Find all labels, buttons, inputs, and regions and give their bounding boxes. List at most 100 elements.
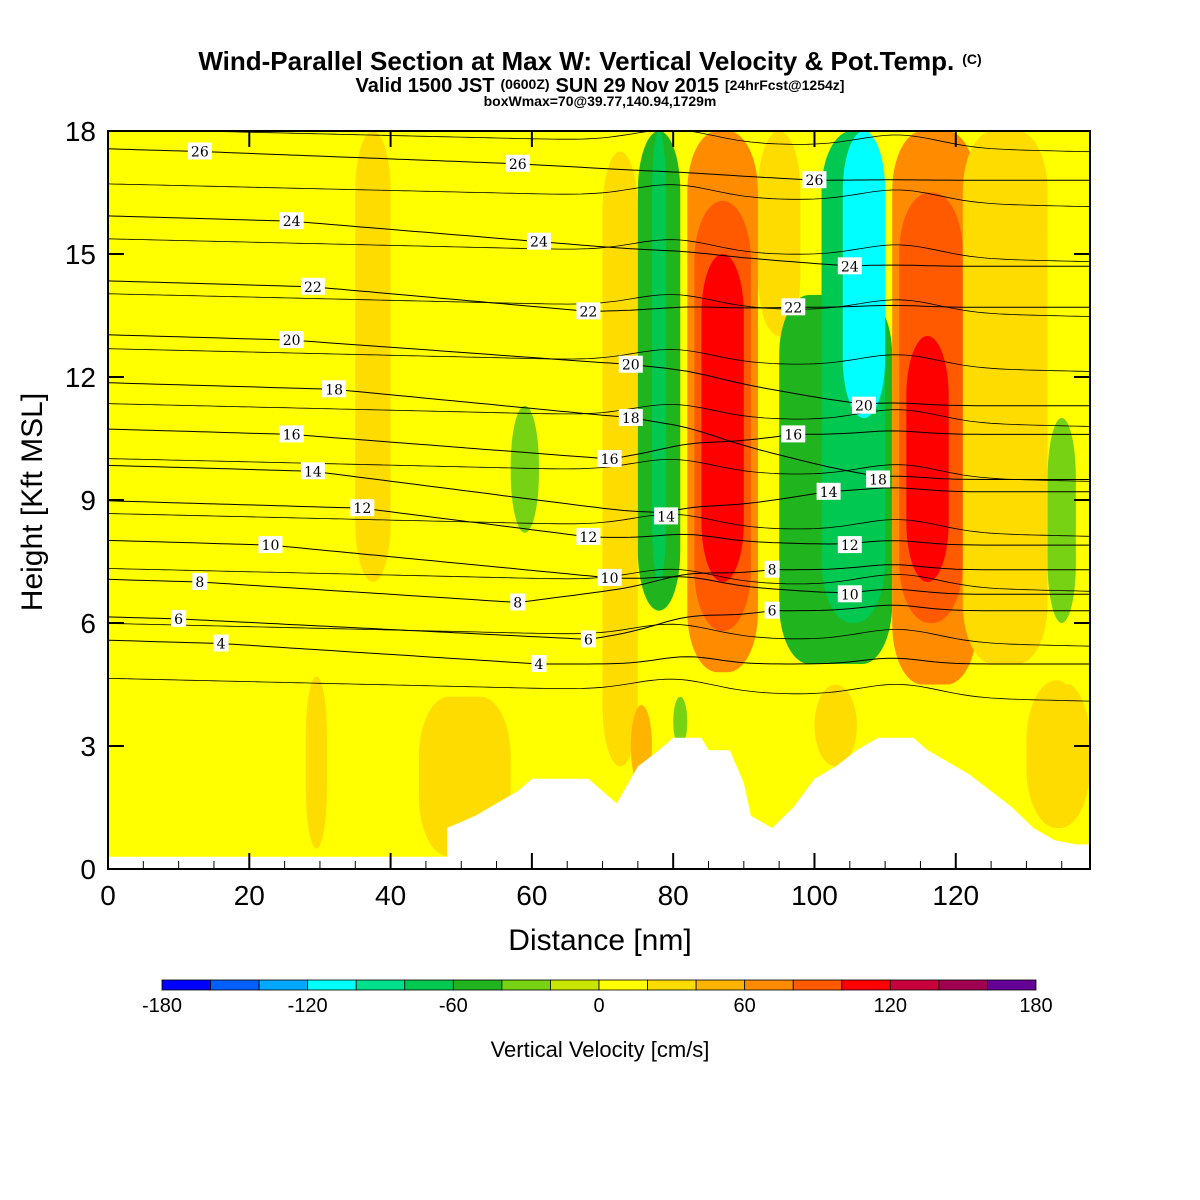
contour-label: 12 <box>576 527 601 546</box>
contour-label: 22 <box>300 277 325 296</box>
axis-ticks: 0 20 40 60 80 100 120 0 3 6 9 12 15 18 <box>65 116 1090 911</box>
contour-label: 12 <box>350 499 375 517</box>
svg-text:16: 16 <box>601 452 619 468</box>
velocity-cell <box>510 405 539 533</box>
isentrope-line <box>108 183 1090 208</box>
velocity-cell <box>962 131 1048 664</box>
terrain-profile <box>108 737 1090 869</box>
svg-text:12: 12 <box>841 538 859 554</box>
contour-label: 6 <box>171 609 187 628</box>
velocity-cell <box>1026 680 1090 828</box>
svg-text:8: 8 <box>768 563 777 579</box>
colorbar-tick-label: 60 <box>734 995 756 1017</box>
svg-text:22: 22 <box>579 304 597 320</box>
svg-text:26: 26 <box>509 157 527 173</box>
contour-label: 10 <box>258 536 283 554</box>
colorbar-swatch <box>598 979 648 991</box>
isentrope-line <box>108 334 1090 407</box>
contour-label: 18 <box>322 380 347 398</box>
colorbar-swatch <box>355 979 406 991</box>
svg-text:8: 8 <box>195 575 204 591</box>
colorbar-swatch <box>258 979 309 991</box>
y-tick-label: 15 <box>65 239 96 270</box>
x-tick-label: 20 <box>234 880 265 911</box>
contour-labels: 26 26 26 24 24 24 22 22 22 20 20 20 18 18 18 16 16 16 14 14… <box>171 142 891 673</box>
svg-text:20: 20 <box>855 399 873 415</box>
contour-label: 24 <box>279 212 304 230</box>
colorbar-swatch <box>695 979 746 991</box>
isentrope-line <box>108 639 1090 665</box>
svg-text:18: 18 <box>622 411 640 427</box>
isentrope-line <box>108 513 1090 537</box>
x-tick-label: 80 <box>658 880 689 911</box>
isentrope-line <box>108 678 1090 702</box>
velocity-cell <box>757 131 801 336</box>
x-axis-label: Distance [nm] <box>508 924 691 957</box>
contour-label: 24 <box>837 257 862 275</box>
colorbar-swatch <box>161 979 211 991</box>
svg-text:18: 18 <box>325 382 343 398</box>
colorbar-tick-label: -180 <box>142 995 182 1017</box>
colorbar-swatch <box>404 979 454 991</box>
svg-text:4: 4 <box>217 637 226 653</box>
velocity-cell <box>1047 418 1076 623</box>
colorbar-swatch <box>792 979 843 991</box>
isentrope-line <box>178 131 1090 153</box>
svg-text:12: 12 <box>353 501 371 517</box>
colorbar-swatch <box>744 979 794 991</box>
velocity-cell <box>355 131 391 582</box>
x-tick-label: 100 <box>791 880 838 911</box>
contour-label: 20 <box>851 396 876 415</box>
contour-label: 6 <box>764 601 780 620</box>
colorbar-swatch <box>938 979 988 991</box>
svg-text:24: 24 <box>841 259 859 275</box>
colorbar-label: Vertical Velocity [cm/s] <box>491 1037 710 1062</box>
chart-subtitle-2: boxWmax=70@39.77,140.94,1729m <box>484 93 717 109</box>
velocity-cell <box>673 696 688 746</box>
isentrope-line <box>108 382 1090 480</box>
contour-label: 20 <box>279 331 304 349</box>
contour-label: 14 <box>300 462 325 480</box>
svg-text:22: 22 <box>784 300 802 316</box>
velocity-cell <box>701 254 744 582</box>
contour-label: 24 <box>526 232 551 251</box>
svg-text:26: 26 <box>191 145 209 161</box>
isentrope-line <box>108 348 1090 372</box>
x-tick-label: 120 <box>932 880 979 911</box>
contour-label: 8 <box>192 573 208 591</box>
y-tick-label: 3 <box>80 731 96 762</box>
isentrope-line <box>108 403 1090 427</box>
svg-text:14: 14 <box>820 485 838 501</box>
svg-text:24: 24 <box>283 214 301 230</box>
contour-label: 10 <box>837 585 862 603</box>
chart-title: Wind-Parallel Section at Max W: Vertical… <box>198 46 981 76</box>
x-tick-label: 60 <box>516 880 547 911</box>
velocity-cell <box>906 336 949 582</box>
isentrope-line <box>108 148 1090 181</box>
colorbar-tick-label: -120 <box>288 995 328 1017</box>
svg-text:20: 20 <box>622 358 640 374</box>
svg-text:20: 20 <box>283 333 301 349</box>
colorbar-tick-label: 180 <box>1019 995 1052 1017</box>
x-tick-label: 40 <box>375 880 406 911</box>
velocity-cell <box>814 684 857 767</box>
svg-text:10: 10 <box>262 538 280 554</box>
colorbar-swatch <box>452 979 503 991</box>
svg-text:12: 12 <box>579 530 597 546</box>
contour-label: 22 <box>576 302 601 320</box>
colorbar-tick-label: -60 <box>439 995 468 1017</box>
y-tick-label: 18 <box>65 116 96 147</box>
contour-label: 26 <box>802 171 827 189</box>
isentrope-line <box>108 215 1090 267</box>
y-tick-label: 0 <box>80 854 96 885</box>
svg-text:10: 10 <box>601 571 619 587</box>
isentrope-line <box>108 564 1090 604</box>
svg-text:18: 18 <box>869 473 887 489</box>
velocity-cell <box>651 131 667 582</box>
contour-label: 18 <box>866 470 891 489</box>
isentrope-line <box>108 604 1090 640</box>
velocity-cell <box>305 676 328 849</box>
contour-label: 16 <box>279 425 304 443</box>
svg-text:26: 26 <box>806 173 824 189</box>
